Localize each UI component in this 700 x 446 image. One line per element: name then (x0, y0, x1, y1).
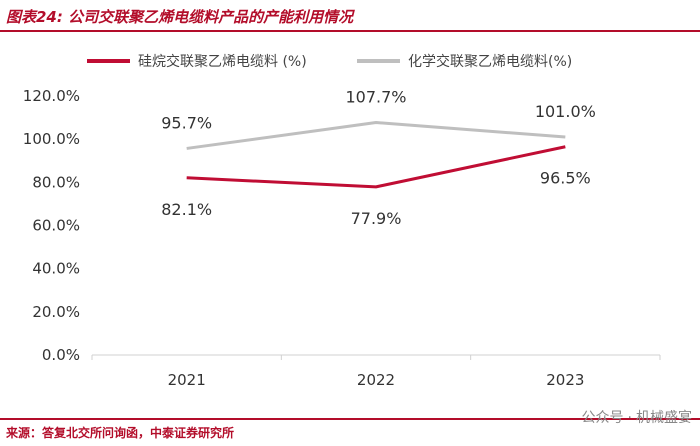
y-tick-label: 0.0% (42, 346, 80, 364)
y-tick-label: 40.0% (32, 260, 80, 278)
x-tick-label-2022: 2022 (357, 371, 395, 389)
footer-rule (0, 418, 700, 420)
page-title: 图表24: 公司交联聚乙烯电缆料产品的产能利用情况 (6, 8, 354, 26)
x-tick-label-2021: 2021 (168, 371, 206, 389)
y-tick-label: 120.0% (23, 87, 80, 105)
y-tick-label: 20.0% (32, 303, 80, 321)
legend-label-series-2: 化学交联聚乙烯电缆料(%) (408, 53, 572, 70)
data-label-series-1-2023: 96.5% (540, 169, 591, 188)
series-line-2 (186, 121, 566, 150)
watermark-name: 机械盛宴 (636, 410, 692, 426)
series-lines (186, 121, 566, 189)
legend-label-series-1: 硅烷交联聚乙烯电缆料 (%) (138, 53, 307, 70)
data-label-series-2-2022: 107.7% (345, 88, 406, 107)
data-label-series-2-2023: 101.0% (535, 102, 596, 121)
y-tick-label: 100.0% (23, 130, 80, 148)
data-label-series-1-2022: 77.9% (351, 209, 402, 228)
data-labels: 82.1% 77.9% 96.5% 95.7% 107.7% 101.0% (161, 88, 596, 228)
title-rule (0, 30, 700, 32)
legend: 硅烷交联聚乙烯电缆料 (%) 化学交联聚乙烯电缆料(%) (87, 53, 572, 70)
watermark-prefix: 公众号 (581, 410, 624, 426)
y-tick-label: 60.0% (32, 217, 80, 235)
x-tick-label-2023: 2023 (546, 371, 584, 389)
data-label-series-1-2021: 82.1% (161, 200, 212, 219)
source-note: 来源：答复北交所问询函，中泰证券研究所 (6, 426, 235, 440)
axes: 2021 2022 2023 0.0% 20.0% 40.0% 60.0% 80.0% 100.… (23, 87, 661, 389)
series-line-1 (186, 145, 566, 189)
data-label-series-2-2021: 95.7% (161, 113, 212, 132)
y-tick-label: 80.0% (32, 173, 80, 191)
watermark: 公众号 · 机械盛宴 (581, 410, 692, 426)
